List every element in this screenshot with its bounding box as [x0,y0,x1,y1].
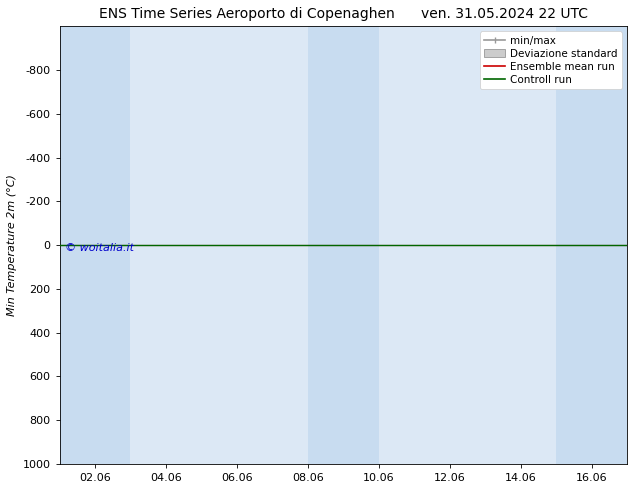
Bar [556,26,627,464]
Text: © woitalia.it: © woitalia.it [65,243,134,253]
Y-axis label: Min Temperature 2m (°C): Min Temperature 2m (°C) [7,174,17,316]
Legend: min/max, Deviazione standard, Ensemble mean run, Controll run: min/max, Deviazione standard, Ensemble m… [480,31,622,89]
Bar [308,26,378,464]
Bar [60,26,131,464]
Title: ENS Time Series Aeroporto di Copenaghen      ven. 31.05.2024 22 UTC: ENS Time Series Aeroporto di Copenaghen … [99,7,588,21]
